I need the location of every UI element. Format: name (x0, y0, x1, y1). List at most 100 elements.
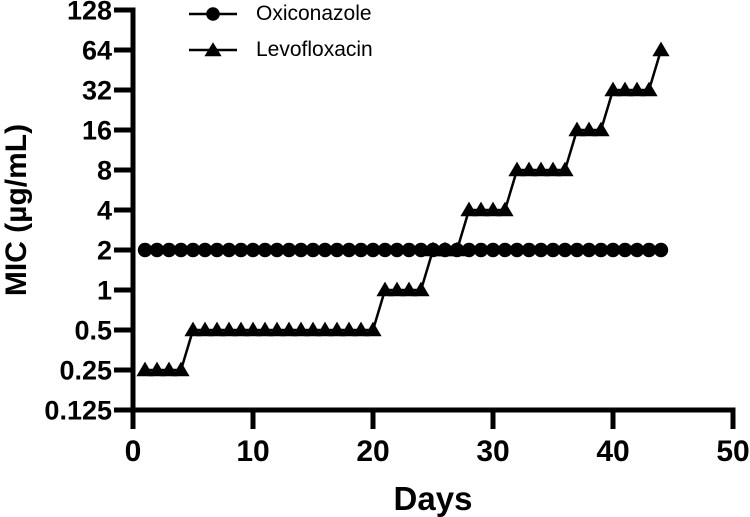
data-point-triangle-levofloxacin (652, 41, 670, 57)
data-point-triangle-levofloxacin (316, 321, 334, 337)
data-point-circle-oxiconazole (485, 242, 501, 258)
data-point-triangle-levofloxacin (352, 321, 370, 337)
y-tick-label: 64 (82, 36, 112, 66)
data-point-circle-oxiconazole (161, 242, 177, 258)
y-tick-label: 0.5 (74, 316, 112, 346)
y-tick-label: 1 (97, 276, 112, 306)
data-point-circle-oxiconazole (425, 242, 441, 258)
data-point-circle-oxiconazole (269, 242, 285, 258)
data-point-circle-oxiconazole (209, 242, 225, 258)
y-tick-label: 32 (82, 76, 112, 106)
data-point-triangle-levofloxacin (148, 361, 166, 377)
data-point-triangle-levofloxacin (172, 361, 190, 377)
data-point-circle-oxiconazole (233, 242, 249, 258)
data-point-triangle-levofloxacin (640, 81, 658, 97)
data-point-circle-oxiconazole (293, 242, 309, 258)
data-point-circle-oxiconazole (413, 242, 429, 258)
data-point-triangle-levofloxacin (388, 281, 406, 297)
data-point-triangle-levofloxacin (364, 321, 382, 337)
data-point-triangle-levofloxacin (472, 201, 490, 217)
y-tick-label: 128 (67, 0, 112, 26)
x-axis-title: Days (393, 480, 473, 517)
data-point-triangle-levofloxacin (412, 281, 430, 297)
x-tick-label: 50 (716, 435, 749, 468)
data-point-triangle-levofloxacin (328, 321, 346, 337)
data-point-triangle-levofloxacin (340, 321, 358, 337)
data-point-triangle-levofloxacin (304, 321, 322, 337)
data-point-circle-oxiconazole (653, 242, 669, 258)
data-point-triangle-levofloxacin (496, 201, 514, 217)
data-point-triangle-levofloxacin (244, 321, 262, 337)
y-tick-label: 2 (97, 236, 112, 266)
data-point-circle-oxiconazole (197, 242, 213, 258)
data-point-circle-oxiconazole (245, 242, 261, 258)
data-point-circle-oxiconazole (545, 242, 561, 258)
data-point-circle-oxiconazole (353, 242, 369, 258)
data-point-circle-oxiconazole (377, 242, 393, 258)
y-tick-label: 4 (97, 196, 112, 226)
data-point-circle-oxiconazole (461, 242, 477, 258)
data-point-triangle-levofloxacin (268, 321, 286, 337)
data-point-triangle-levofloxacin (400, 281, 418, 297)
data-point-circle-oxiconazole (137, 242, 153, 258)
data-point-circle-oxiconazole (221, 242, 237, 258)
data-point-triangle-levofloxacin (256, 321, 274, 337)
data-point-circle-oxiconazole (473, 242, 489, 258)
series-line-levofloxacin (145, 49, 663, 372)
data-point-circle-oxiconazole (389, 242, 405, 258)
x-tick-label: 40 (596, 435, 629, 468)
data-point-circle-oxiconazole (641, 242, 657, 258)
data-point-circle-oxiconazole (257, 242, 273, 258)
data-point-circle-oxiconazole (449, 242, 465, 258)
chart-legend: Oxiconazole Levofloxacin (186, 1, 373, 73)
circle-marker-icon (189, 7, 237, 21)
data-point-triangle-levofloxacin (616, 81, 634, 97)
data-point-circle-oxiconazole (317, 242, 333, 258)
data-point-triangle-levofloxacin (520, 161, 538, 177)
data-point-triangle-levofloxacin (220, 321, 238, 337)
y-axis-title: MIC (µg/mL) (0, 123, 33, 297)
y-tick-label: 0.125 (44, 396, 112, 426)
data-point-triangle-levofloxacin (232, 321, 250, 337)
legend-item-levofloxacin: Levofloxacin (186, 37, 373, 63)
data-point-triangle-levofloxacin (184, 321, 202, 337)
data-point-triangle-levofloxacin (460, 201, 478, 217)
y-tick-label: 16 (82, 116, 112, 146)
data-point-circle-oxiconazole (569, 242, 585, 258)
data-point-triangle-levofloxacin (196, 321, 214, 337)
data-point-triangle-levofloxacin (544, 161, 562, 177)
data-point-triangle-levofloxacin (280, 321, 298, 337)
data-point-circle-oxiconazole (173, 242, 189, 258)
data-point-triangle-levofloxacin (556, 161, 574, 177)
data-point-triangle-levofloxacin (136, 361, 154, 377)
data-point-triangle-levofloxacin (160, 361, 178, 377)
data-point-triangle-levofloxacin (376, 281, 394, 297)
data-point-circle-oxiconazole (557, 242, 573, 258)
x-tick-label: 20 (356, 435, 389, 468)
data-point-circle-oxiconazole (305, 242, 321, 258)
data-point-circle-oxiconazole (281, 242, 297, 258)
y-tick-label: 8 (97, 156, 112, 186)
x-tick-label: 10 (236, 435, 269, 468)
data-point-triangle-levofloxacin (592, 121, 610, 137)
data-point-circle-oxiconazole (185, 242, 201, 258)
data-point-triangle-levofloxacin (208, 321, 226, 337)
data-point-triangle-levofloxacin (604, 81, 622, 97)
data-point-circle-oxiconazole (629, 242, 645, 258)
data-point-circle-oxiconazole (401, 242, 417, 258)
data-point-triangle-levofloxacin (508, 161, 526, 177)
data-point-circle-oxiconazole (617, 242, 633, 258)
data-point-circle-oxiconazole (593, 242, 609, 258)
data-point-circle-oxiconazole (521, 242, 537, 258)
legend-label-levofloxacin: Levofloxacin (256, 38, 373, 61)
data-point-triangle-levofloxacin (628, 81, 646, 97)
data-point-circle-oxiconazole (329, 242, 345, 258)
data-point-circle-oxiconazole (149, 242, 165, 258)
data-point-circle-oxiconazole (365, 242, 381, 258)
data-point-triangle-levofloxacin (292, 321, 310, 337)
data-point-triangle-levofloxacin (568, 121, 586, 137)
data-point-circle-oxiconazole (437, 242, 453, 258)
data-point-circle-oxiconazole (509, 242, 525, 258)
data-point-triangle-levofloxacin (580, 121, 598, 137)
